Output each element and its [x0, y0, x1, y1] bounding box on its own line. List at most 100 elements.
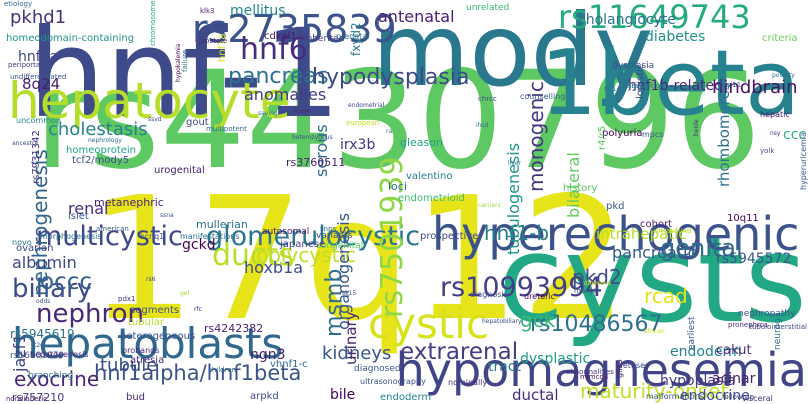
- word: digestive: [584, 279, 612, 287]
- word: t2d: [34, 341, 44, 349]
- word: tubule: [100, 354, 158, 376]
- word: polarity: [772, 71, 795, 79]
- word: arpkd: [250, 390, 279, 402]
- word: renal: [68, 198, 109, 218]
- word: odds: [36, 297, 51, 305]
- word: snps: [320, 225, 337, 234]
- word: klk3: [200, 7, 215, 16]
- word: rs5945619: [10, 326, 75, 341]
- word: hnf1b-related: [628, 78, 724, 95]
- word: endoderm: [380, 392, 432, 403]
- word: segments: [130, 304, 180, 316]
- word: hindbrain: [712, 76, 798, 98]
- word: carriers: [478, 201, 501, 209]
- word: ssvd: [148, 115, 162, 123]
- word: etiology: [4, 0, 33, 8]
- word: unrelated: [466, 3, 510, 14]
- word: glis3: [615, 359, 624, 378]
- word: acinar: [712, 371, 756, 388]
- word: prostate: [198, 37, 228, 46]
- word: tract: [488, 359, 522, 376]
- word: follow-up: [722, 393, 755, 402]
- word: saving: [258, 109, 278, 117]
- word: branching: [28, 371, 74, 382]
- word: pkd: [606, 200, 625, 212]
- word: rs4242382: [204, 321, 264, 335]
- word: metanephric: [94, 195, 164, 209]
- word: pdx1: [118, 295, 136, 304]
- word: earliest: [687, 316, 697, 350]
- word: chromosome: [149, 1, 157, 47]
- word: endoderm: [670, 344, 742, 361]
- word: diabetes: [645, 29, 706, 46]
- word: periportal: [8, 61, 43, 70]
- word: ductal: [512, 386, 559, 404]
- word: maturity-onset: [580, 379, 729, 404]
- word: rs1447295: [604, 84, 648, 94]
- word: hypodysplasia: [312, 64, 470, 90]
- word: r4/r5: [597, 125, 608, 150]
- word: uncommon: [16, 116, 61, 126]
- word: mpcs: [642, 130, 664, 140]
- word: vhnf1-c: [270, 358, 308, 370]
- word: liver: [508, 159, 522, 167]
- word: hyperuricemia: [799, 132, 808, 190]
- word: nsy: [770, 129, 781, 137]
- word: endometrial: [348, 101, 385, 109]
- word: failure: [181, 49, 189, 72]
- word: rhombomeres: [715, 82, 733, 187]
- word: 1beta: [540, 31, 801, 137]
- word: african: [644, 327, 665, 335]
- word: polyuria: [602, 127, 643, 139]
- word: intrahepatic: [596, 225, 687, 244]
- word: rs7931342: [31, 130, 42, 184]
- word: cholangiocyte: [578, 12, 676, 29]
- word: loci: [388, 179, 407, 193]
- word: irx3b: [340, 137, 376, 154]
- word: european: [346, 119, 380, 128]
- word: occc: [40, 268, 93, 295]
- word: hypoplasia: [660, 373, 736, 390]
- word: ultrasonography: [360, 377, 426, 387]
- word: history: [563, 182, 598, 194]
- word: rs6: [146, 275, 156, 283]
- word: heterogeneous: [120, 330, 196, 342]
- word: albumin: [12, 252, 77, 272]
- word: children: [208, 366, 237, 375]
- word: variants: [316, 231, 353, 242]
- word: ngn3: [250, 347, 286, 364]
- word: bud: [126, 392, 146, 403]
- word: pancreatic: [612, 242, 697, 262]
- word: inherited: [304, 34, 345, 45]
- word: mody: [372, 0, 654, 109]
- word: kcnj11: [718, 81, 742, 90]
- word: rs4430796: [34, 41, 762, 199]
- word: reabsorption: [620, 82, 665, 91]
- word: autosomal: [262, 227, 310, 238]
- word: abnormalities: [566, 368, 614, 377]
- word: yolk: [760, 147, 775, 156]
- word: ducts: [212, 237, 294, 273]
- word: henle: [693, 119, 700, 136]
- word: gout: [186, 116, 209, 128]
- word: urinary: [342, 311, 360, 365]
- word: cdkal1: [264, 30, 297, 42]
- word: kcnq1: [140, 232, 165, 242]
- word: glomerulocystic: [206, 221, 421, 253]
- word: hoxb1a: [244, 257, 304, 277]
- word: hyperechogenic: [432, 207, 800, 262]
- word: japanese: [280, 238, 326, 250]
- word: undifferentiated: [10, 73, 67, 82]
- word: extrarenal: [400, 338, 519, 365]
- word: polycystic: [256, 243, 356, 268]
- word: nephron: [36, 299, 144, 330]
- word: multipotent: [206, 125, 247, 134]
- word: novo: [12, 238, 32, 248]
- word: ssna: [160, 211, 174, 219]
- word: diagnosis: [470, 290, 508, 300]
- word: hnf1alpha/hnf1beta: [94, 361, 302, 386]
- word: score: [294, 107, 311, 115]
- word: endocrine: [680, 388, 750, 404]
- word: valentino: [406, 170, 453, 182]
- word: criteria: [762, 32, 798, 44]
